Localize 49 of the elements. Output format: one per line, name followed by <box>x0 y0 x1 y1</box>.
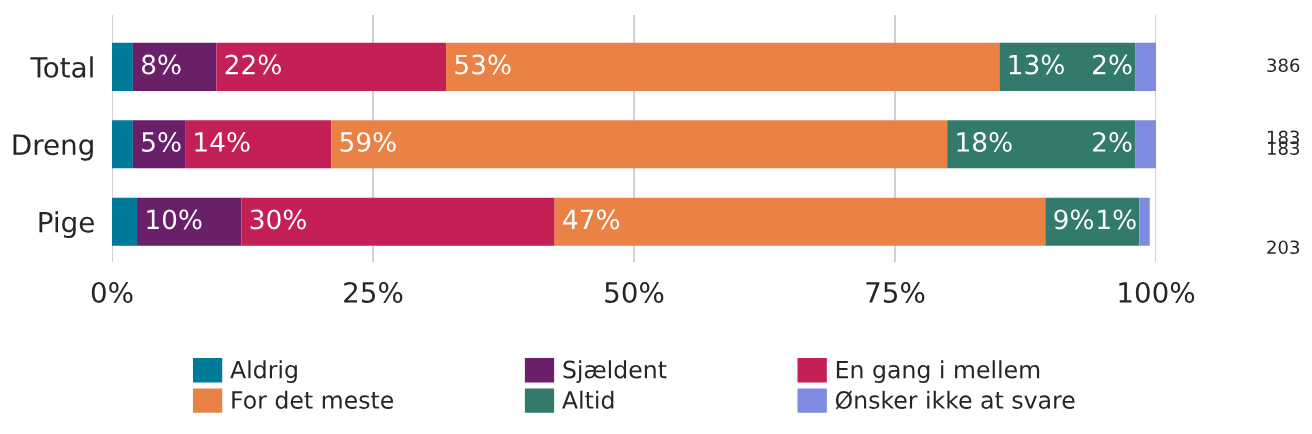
data-label: 59% <box>340 132 396 152</box>
data-label: 18% <box>957 132 1012 152</box>
bar <box>331 120 948 169</box>
data-label: 1% <box>1098 209 1136 230</box>
bar <box>112 197 138 246</box>
bar <box>446 42 1000 91</box>
legend-label: Altid <box>562 390 614 409</box>
data-label: 8% <box>141 54 181 75</box>
bar <box>1135 42 1156 91</box>
legend-label: Aldrig <box>230 360 297 384</box>
data-label: 53% <box>455 54 511 75</box>
bar <box>112 120 133 169</box>
bar <box>132 42 217 91</box>
legend-label: For det meste <box>232 390 394 409</box>
text: 386 <box>1267 58 1300 73</box>
bar <box>132 120 186 169</box>
bar <box>185 120 332 169</box>
bar <box>1139 197 1150 246</box>
data-label: 10% <box>147 209 202 230</box>
data-label: 30% <box>250 209 306 230</box>
x-tick-label: 50% <box>605 281 664 303</box>
data-label: 9% <box>1054 209 1094 230</box>
data-label: 2% <box>1093 54 1132 75</box>
x-tick-label: 75% <box>866 281 925 303</box>
bar <box>947 120 1136 169</box>
legend-label: En gang i mellem <box>836 360 1040 384</box>
data-label: 2% <box>1093 132 1132 152</box>
y-tick-label: Total <box>30 56 93 78</box>
data-label: 14% <box>195 132 250 152</box>
bar <box>241 197 555 246</box>
bar <box>999 42 1136 91</box>
y-tick-label: Dreng <box>13 134 93 161</box>
bar <box>1045 197 1140 246</box>
text: 203 <box>1267 240 1300 255</box>
bar <box>112 42 133 91</box>
data-label: 22% <box>225 54 281 75</box>
data-label: 13% <box>1009 54 1064 75</box>
data-label: 5% <box>142 132 181 152</box>
x-tick-label: 25% <box>344 281 403 303</box>
x-tick-label: 0% <box>91 281 133 303</box>
y-tick-label: Pige <box>39 211 94 239</box>
legend-label: Sjældent <box>563 360 667 384</box>
bar <box>137 197 242 246</box>
bar <box>554 197 1046 246</box>
bar <box>1135 120 1156 169</box>
data-label: 47% <box>563 209 620 230</box>
legend-label: Ønsker ikke at svare <box>835 390 1075 410</box>
x-tick-label: 100% <box>1119 281 1195 303</box>
bar <box>216 42 447 91</box>
